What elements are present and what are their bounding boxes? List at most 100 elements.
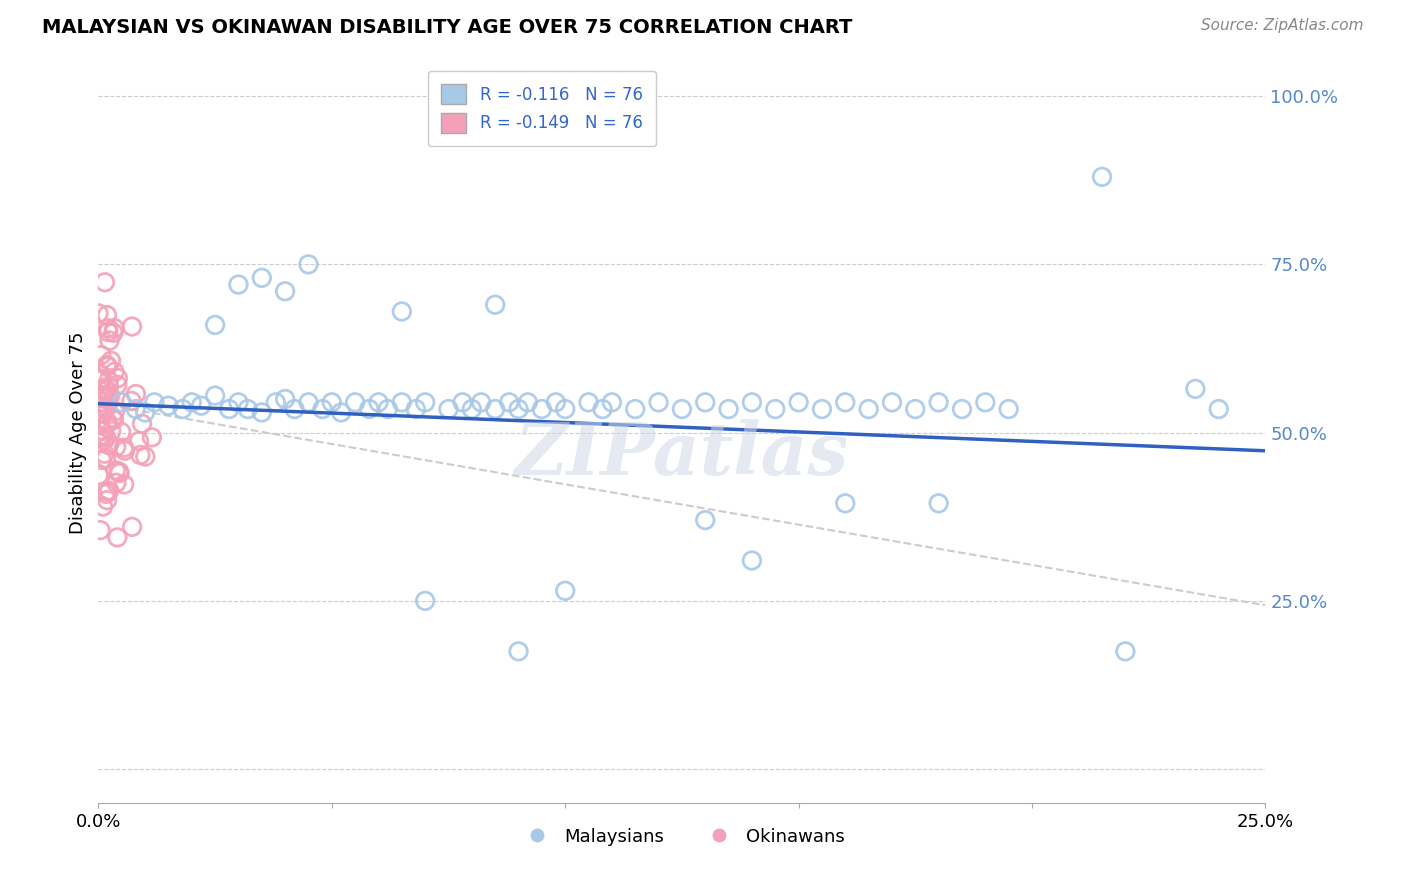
Text: Source: ZipAtlas.com: Source: ZipAtlas.com	[1201, 18, 1364, 33]
Point	[103, 413, 125, 427]
Point	[114, 443, 136, 458]
Point	[89, 435, 111, 450]
Point	[112, 477, 135, 491]
Point	[89, 523, 111, 537]
Point	[121, 319, 143, 334]
Point	[997, 402, 1019, 417]
Point	[544, 395, 567, 409]
Point	[103, 365, 125, 379]
Point	[141, 430, 163, 444]
Point	[1208, 402, 1230, 417]
Point	[94, 451, 117, 466]
Point	[928, 496, 950, 510]
Point	[134, 405, 156, 419]
Point	[98, 483, 121, 498]
Point	[131, 417, 153, 431]
Point	[89, 435, 111, 450]
Point	[100, 424, 122, 438]
Point	[228, 395, 250, 409]
Point	[108, 466, 131, 480]
Point	[100, 353, 122, 368]
Point	[112, 441, 135, 455]
Point	[97, 416, 120, 430]
Point	[554, 583, 576, 598]
Point	[96, 383, 118, 397]
Point	[190, 399, 212, 413]
Point	[105, 440, 128, 454]
Point	[103, 321, 125, 335]
Point	[90, 348, 112, 362]
Point	[93, 407, 115, 421]
Point	[121, 394, 143, 409]
Point	[344, 395, 367, 409]
Point	[228, 277, 250, 292]
Point	[93, 390, 115, 404]
Point	[125, 387, 148, 401]
Point	[96, 358, 118, 372]
Point	[470, 395, 492, 409]
Point	[134, 450, 156, 464]
Point	[834, 395, 856, 409]
Point	[592, 402, 614, 417]
Point	[143, 395, 166, 409]
Point	[104, 404, 127, 418]
Point	[89, 383, 111, 397]
Point	[91, 430, 114, 444]
Point	[105, 530, 128, 544]
Point	[858, 402, 880, 417]
Point	[413, 395, 436, 409]
Point	[96, 400, 118, 414]
Point	[93, 389, 115, 403]
Point	[1114, 644, 1136, 658]
Point	[451, 395, 474, 409]
Point	[108, 465, 131, 479]
Point	[97, 325, 120, 339]
Point	[367, 395, 389, 409]
Point	[950, 402, 973, 417]
Point	[250, 405, 273, 419]
Legend: Malaysians, Okinawans: Malaysians, Okinawans	[512, 821, 852, 853]
Point	[741, 553, 763, 567]
Point	[413, 594, 436, 608]
Point	[111, 395, 134, 409]
Point	[359, 402, 381, 417]
Point	[508, 402, 530, 417]
Point	[129, 448, 152, 462]
Point	[880, 395, 903, 409]
Point	[763, 402, 786, 417]
Point	[90, 453, 112, 467]
Y-axis label: Disability Age Over 75: Disability Age Over 75	[69, 331, 87, 534]
Point	[89, 429, 111, 443]
Point	[530, 402, 553, 417]
Point	[96, 484, 118, 499]
Point	[391, 304, 413, 318]
Point	[96, 359, 118, 374]
Point	[204, 389, 226, 403]
Point	[96, 401, 118, 415]
Point	[250, 270, 273, 285]
Point	[93, 447, 115, 461]
Point	[671, 402, 693, 417]
Point	[96, 308, 118, 322]
Point	[834, 496, 856, 510]
Point	[461, 402, 484, 417]
Point	[204, 318, 226, 332]
Point	[94, 402, 117, 417]
Point	[96, 417, 118, 431]
Point	[274, 392, 297, 406]
Point	[578, 395, 600, 409]
Point	[695, 513, 717, 527]
Point	[89, 371, 111, 385]
Point	[321, 395, 343, 409]
Point	[94, 275, 117, 289]
Point	[554, 402, 576, 417]
Point	[297, 257, 319, 271]
Point	[91, 424, 114, 438]
Point	[172, 402, 194, 417]
Point	[787, 395, 810, 409]
Point	[405, 402, 427, 417]
Point	[516, 395, 538, 409]
Point	[600, 395, 623, 409]
Point	[311, 402, 333, 417]
Point	[484, 402, 506, 417]
